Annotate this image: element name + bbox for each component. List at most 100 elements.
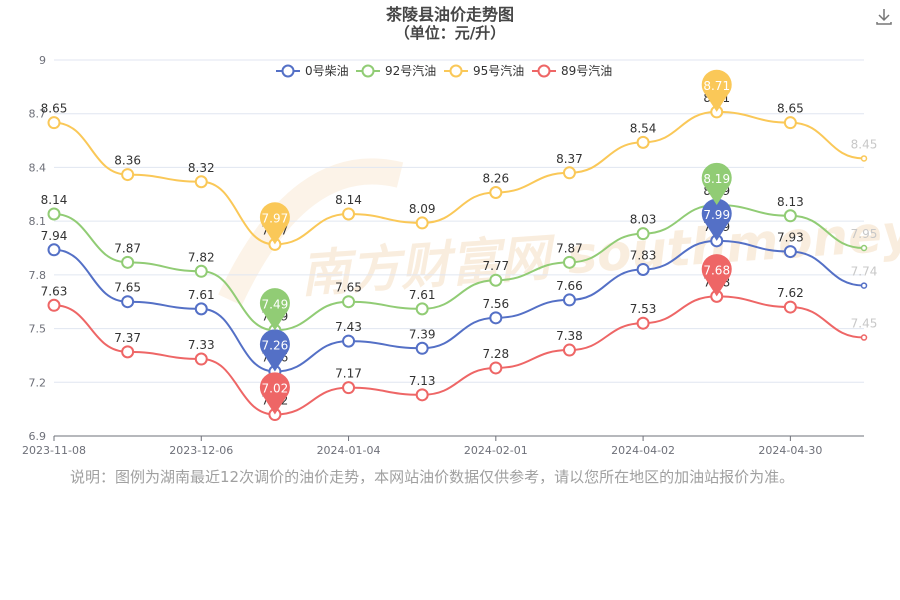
y-tick-label: 6.9	[29, 430, 47, 443]
legend-marker	[449, 64, 463, 78]
data-point	[47, 207, 61, 221]
y-tick-label: 9	[39, 54, 46, 67]
data-point	[489, 361, 503, 375]
data-label: 8.09	[409, 202, 436, 216]
data-point	[860, 244, 868, 252]
pin-shape	[701, 69, 732, 112]
chart-note: 说明：图例为湖南最近12次调价的油价走势，本网站油价数据仅供参考，请以您所在地区…	[70, 468, 795, 486]
pin-marker: 8.19	[701, 162, 732, 206]
series-line	[53, 239, 865, 373]
legend-item-0[interactable]: 0号柴油	[276, 64, 349, 78]
data-label: 7.56	[482, 297, 509, 311]
pin-label: 7.99	[703, 208, 730, 222]
data-point	[342, 207, 356, 221]
data-point	[121, 295, 135, 309]
pin-label: 7.68	[703, 263, 730, 277]
download-button[interactable]	[874, 6, 894, 26]
series-line	[53, 110, 865, 246]
download-icon[interactable]	[874, 6, 894, 26]
y-tick-label: 7.8	[29, 269, 47, 282]
data-label: 7.93	[777, 231, 804, 245]
data-label: 8.32	[188, 161, 215, 175]
data-point	[562, 166, 576, 180]
pin-label: 7.02	[262, 382, 289, 396]
data-label: 8.26	[482, 171, 509, 185]
watermark-swoosh	[218, 158, 404, 306]
data-point	[415, 341, 429, 355]
x-tick-label: 2023-12-06	[169, 444, 233, 457]
data-label: 7.87	[114, 241, 141, 255]
pin-shape	[701, 254, 732, 297]
data-point	[489, 273, 503, 287]
data-point	[783, 116, 797, 130]
data-point	[121, 255, 135, 269]
legend-marker	[361, 64, 375, 78]
pin-marker: 7.97	[259, 202, 290, 245]
legend-item-2[interactable]: 95号汽油	[444, 63, 524, 78]
pin-marker: 7.26	[259, 329, 290, 372]
y-tick-label: 8.1	[29, 215, 47, 228]
pin-shape	[259, 288, 290, 331]
legend-item-3[interactable]: 89号汽油	[532, 63, 612, 78]
pin-label: 7.26	[262, 339, 289, 353]
data-point	[121, 345, 135, 359]
data-label: 7.39	[409, 327, 436, 341]
data-point	[783, 300, 797, 314]
pin-marker: 8.71	[701, 69, 732, 112]
data-label: 8.14	[335, 193, 362, 207]
data-label: 7.74	[851, 265, 878, 279]
data-point	[194, 302, 208, 316]
pin-shape	[259, 329, 290, 372]
data-label: 7.28	[482, 347, 509, 361]
data-point	[342, 381, 356, 395]
data-label: 7.65	[335, 281, 362, 295]
data-label: 7.77	[482, 259, 509, 273]
legend-label: 0号柴油	[305, 64, 349, 78]
data-label: 8.65	[777, 102, 804, 116]
data-label: 8.03	[630, 213, 657, 227]
data-label: 7.61	[409, 288, 436, 302]
legend[interactable]: 0号柴油 92号汽油 95号汽油 89号汽油	[276, 63, 612, 78]
data-point	[47, 243, 61, 257]
data-point	[342, 334, 356, 348]
data-label: 7.17	[335, 367, 362, 381]
data-point	[194, 352, 208, 366]
data-label: 7.82	[188, 250, 215, 264]
data-point	[636, 135, 650, 149]
legend-label: 92号汽油	[385, 63, 436, 78]
data-label: 7.37	[114, 331, 141, 345]
data-point	[47, 298, 61, 312]
pin-shape	[701, 162, 732, 206]
legend-item-1[interactable]: 92号汽油	[356, 63, 436, 78]
x-tick-label: 2024-04-30	[758, 444, 822, 457]
data-point	[562, 343, 576, 357]
legend-label: 95号汽油	[473, 63, 524, 78]
data-label: 8.65	[41, 102, 68, 116]
data-label: 8.13	[777, 195, 804, 209]
data-point	[636, 262, 650, 276]
pin-shape	[259, 202, 290, 245]
y-tick-label: 8.4	[29, 161, 47, 174]
chart-title: 茶陵县油价走势图	[385, 5, 514, 24]
data-point	[562, 255, 576, 269]
data-point	[415, 216, 429, 230]
pin-label: 7.49	[262, 297, 289, 311]
data-label: 7.33	[188, 338, 215, 352]
x-tick-label: 2024-02-01	[464, 444, 528, 457]
data-point	[194, 175, 208, 189]
data-point	[562, 293, 576, 307]
pin-marker: 7.99	[701, 198, 732, 241]
data-label: 7.63	[41, 284, 68, 298]
data-label: 8.37	[556, 152, 583, 166]
data-point	[415, 302, 429, 316]
legend-marker	[537, 64, 551, 78]
y-tick-label: 7.5	[29, 323, 47, 336]
legend-label: 89号汽油	[561, 63, 612, 78]
data-label: 7.13	[409, 374, 436, 388]
data-point	[636, 227, 650, 241]
data-label: 8.14	[41, 193, 68, 207]
data-label: 7.45	[851, 317, 878, 331]
data-label: 7.62	[777, 286, 804, 300]
data-point	[783, 245, 797, 259]
